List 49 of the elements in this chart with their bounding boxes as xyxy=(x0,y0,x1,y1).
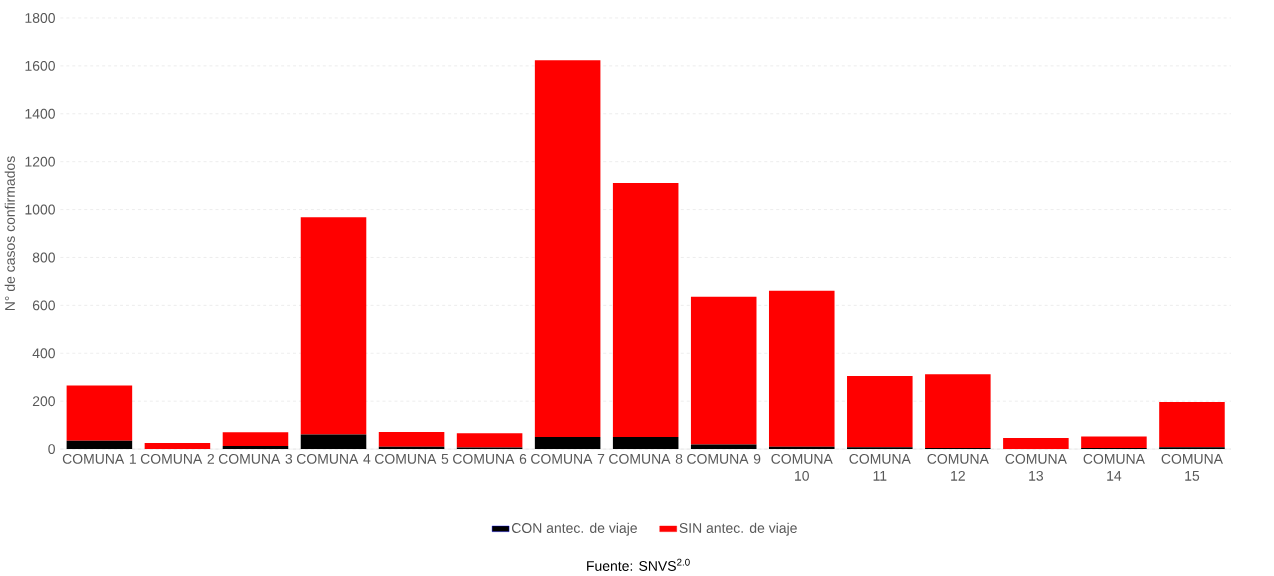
x-tick-label: COMUNA 1 xyxy=(62,454,136,465)
bar xyxy=(222,432,289,447)
x-tick-label: COMUNA 7 xyxy=(531,454,605,465)
bar xyxy=(66,440,133,450)
y-tick-label: 1800 xyxy=(25,13,55,24)
x-tick-label: COMUNA 2 xyxy=(140,454,214,465)
y-tick-label: 1200 xyxy=(25,156,55,167)
legend-label: SIN antec. de viaje xyxy=(679,522,797,536)
bar xyxy=(534,60,601,438)
bar xyxy=(768,290,835,447)
x-tick-label: COMUNA 10 xyxy=(771,454,833,481)
bar xyxy=(690,296,757,445)
bar xyxy=(378,432,445,447)
x-tick-label: COMUNA 13 xyxy=(1005,454,1067,481)
bar xyxy=(1081,436,1147,449)
y-tick-label: 1400 xyxy=(25,109,55,119)
x-tick-label: COMUNA 9 xyxy=(687,454,761,465)
x-tick-label: COMUNA 5 xyxy=(375,454,449,465)
y-axis-title: N° de casos confirmados xyxy=(4,156,15,311)
x-tick-label: COMUNA 11 xyxy=(849,454,911,481)
y-tick-label: 800 xyxy=(32,252,55,263)
x-tick-label: COMUNA 3 xyxy=(218,454,293,465)
legend-label: CON antec. de viaje xyxy=(511,522,637,536)
y-tick-label: 600 xyxy=(32,300,55,311)
bar xyxy=(1159,402,1225,448)
bar xyxy=(66,385,133,441)
bar xyxy=(534,437,601,450)
bar xyxy=(300,217,367,435)
y-tick-label: 200 xyxy=(32,396,55,407)
y-tick-label: 0 xyxy=(48,444,55,455)
x-tick-label: COMUNA 15 xyxy=(1161,454,1223,481)
bar xyxy=(1003,438,1069,450)
x-tick-label: COMUNA 6 xyxy=(453,454,527,465)
bar xyxy=(144,443,211,450)
source-note: Fuente: SNVS$^{2.0}$ xyxy=(587,558,690,572)
bar xyxy=(300,434,367,450)
bar xyxy=(925,374,991,449)
bar xyxy=(222,446,289,450)
x-tick-label: COMUNA 14 xyxy=(1083,454,1145,481)
bar xyxy=(612,437,679,450)
bar xyxy=(847,376,913,448)
y-tick-label: 1600 xyxy=(25,61,55,72)
y-tick-label: 1000 xyxy=(25,204,55,215)
bar xyxy=(612,183,679,438)
y-tick-label: 400 xyxy=(32,348,55,359)
x-tick-label: COMUNA 4 xyxy=(296,454,371,465)
bar xyxy=(456,433,523,448)
x-tick-label: COMUNA 8 xyxy=(609,454,683,465)
x-tick-label: COMUNA 12 xyxy=(927,454,989,481)
